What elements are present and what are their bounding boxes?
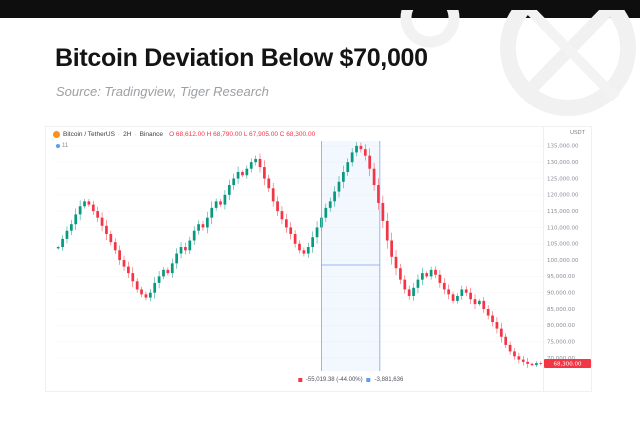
bitcoin-icon: [53, 131, 60, 138]
legend-separator: ·: [134, 131, 137, 138]
tiger-research-watermark-logo: [400, 10, 636, 116]
page-title: Bitcoin Deviation Below $70,000: [55, 44, 428, 72]
svg-text:75,000.00: 75,000.00: [547, 339, 575, 345]
measure-tool-label: -55,019.38 (-44.00%) -3,881,636: [297, 377, 404, 383]
svg-text:100,000.00: 100,000.00: [547, 258, 579, 264]
svg-text:68,300.00: 68,300.00: [554, 361, 582, 367]
svg-text:110,000.00: 110,000.00: [547, 225, 579, 231]
svg-text:70,000.00: 70,000.00: [547, 356, 575, 362]
svg-text:130,000.00: 130,000.00: [547, 160, 579, 166]
legend-separator: ·: [117, 131, 121, 138]
measure-blue-marker-icon: [366, 378, 371, 382]
page-subtitle: Source: Tradingview, Tiger Research: [56, 84, 269, 99]
interval-label: 2H: [123, 131, 132, 138]
svg-text:115,000.00: 115,000.00: [547, 209, 579, 215]
svg-text:105,000.00: 105,000.00: [547, 242, 579, 248]
indicator-label: 11: [62, 143, 69, 149]
tradingview-chart-screenshot: Bitcoin / TetherUS · 2H · Binance O 68,6…: [45, 126, 592, 392]
top-black-bar: [0, 0, 640, 18]
exchange-label: Binance: [139, 131, 164, 138]
axis-currency-label: USDT: [570, 130, 585, 136]
candlestick-chart: 135,000.00 130,000.00 125,000.00 120,000.00…: [56, 127, 591, 391]
symbol-label: Bitcoin / TetherUS: [63, 131, 115, 138]
svg-text:85,000.00: 85,000.00: [547, 307, 575, 313]
measure-change-text: -55,019.38 (-44.00%): [305, 377, 363, 383]
svg-text:90,000.00: 90,000.00: [547, 291, 575, 297]
indicator-row: 11: [56, 143, 68, 149]
measure-extra-text: -3,881,636: [374, 377, 404, 383]
svg-text:125,000.00: 125,000.00: [547, 176, 579, 182]
indicator-icon: [56, 144, 60, 148]
svg-text:80,000.00: 80,000.00: [547, 323, 575, 329]
chart-legend: Bitcoin / TetherUS · 2H · Binance O 68,6…: [53, 131, 315, 138]
ohlc-values: O 68,612.00 H 68,790.00 L 67,905.00 C 68…: [169, 131, 316, 138]
svg-text:135,000.00: 135,000.00: [547, 144, 579, 150]
measure-red-marker-icon: [297, 378, 302, 382]
svg-text:95,000.00: 95,000.00: [547, 274, 575, 280]
svg-text:120,000.00: 120,000.00: [547, 193, 579, 199]
